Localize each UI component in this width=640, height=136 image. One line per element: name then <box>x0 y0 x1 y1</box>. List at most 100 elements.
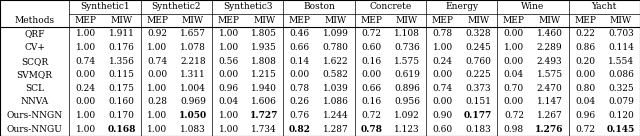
Text: 2.218: 2.218 <box>180 57 205 66</box>
Text: 0.14: 0.14 <box>290 57 310 66</box>
Text: 0.780: 0.780 <box>323 43 348 52</box>
Text: 0.956: 0.956 <box>394 98 420 106</box>
Text: 0.74: 0.74 <box>76 57 96 66</box>
Text: CV+: CV+ <box>24 43 45 52</box>
Text: 1.00: 1.00 <box>218 43 239 52</box>
Text: 0.760: 0.760 <box>465 57 491 66</box>
Text: 0.26: 0.26 <box>290 98 310 106</box>
Text: 1.039: 1.039 <box>323 84 348 93</box>
Text: 0.16: 0.16 <box>361 57 381 66</box>
Text: 1.147: 1.147 <box>537 98 563 106</box>
Text: 0.00: 0.00 <box>147 70 167 79</box>
Text: 0.74: 0.74 <box>147 57 167 66</box>
Text: Synthetic3: Synthetic3 <box>223 2 273 11</box>
Text: 0.66: 0.66 <box>290 43 310 52</box>
Text: 1.940: 1.940 <box>252 84 277 93</box>
Text: 0.78: 0.78 <box>290 84 310 93</box>
Text: 1.00: 1.00 <box>147 125 167 134</box>
Text: 0.086: 0.086 <box>608 70 634 79</box>
Text: 0.079: 0.079 <box>608 98 634 106</box>
Text: 0.56: 0.56 <box>218 57 239 66</box>
Text: 0.86: 0.86 <box>575 43 595 52</box>
Text: SCL: SCL <box>25 84 44 93</box>
Text: Synthetic2: Synthetic2 <box>152 2 201 11</box>
Text: 0.175: 0.175 <box>109 84 134 93</box>
Text: MIW: MIW <box>396 16 418 25</box>
Text: 0.72: 0.72 <box>504 111 524 120</box>
Text: 1.00: 1.00 <box>76 125 96 134</box>
Text: 1.092: 1.092 <box>394 111 420 120</box>
Text: 1.078: 1.078 <box>180 43 206 52</box>
Text: 1.004: 1.004 <box>180 84 206 93</box>
Text: 1.287: 1.287 <box>323 125 348 134</box>
Text: 0.00: 0.00 <box>76 70 96 79</box>
Text: 0.70: 0.70 <box>504 84 524 93</box>
Text: 0.145: 0.145 <box>607 125 635 134</box>
Text: 0.151: 0.151 <box>465 98 492 106</box>
Text: 0.225: 0.225 <box>465 70 491 79</box>
Text: MEP: MEP <box>218 16 239 25</box>
Text: 0.736: 0.736 <box>394 43 420 52</box>
Text: 1.808: 1.808 <box>252 57 277 66</box>
Text: 0.72: 0.72 <box>361 30 381 38</box>
Text: MIW: MIW <box>324 16 347 25</box>
Text: MEP: MEP <box>431 16 454 25</box>
Text: Ours-NNGN: Ours-NNGN <box>6 111 63 120</box>
Text: 0.82: 0.82 <box>289 125 311 134</box>
Text: 0.115: 0.115 <box>109 70 134 79</box>
Text: Concrete: Concrete <box>369 2 412 11</box>
Text: Yacht: Yacht <box>591 2 617 11</box>
Text: MEP: MEP <box>503 16 525 25</box>
Text: 0.00: 0.00 <box>76 98 96 106</box>
Text: 1.108: 1.108 <box>394 30 420 38</box>
Text: 0.170: 0.170 <box>109 111 134 120</box>
Text: 1.123: 1.123 <box>394 125 420 134</box>
Text: 1.805: 1.805 <box>251 30 277 38</box>
Text: 1.00: 1.00 <box>218 125 239 134</box>
Text: 0.969: 0.969 <box>180 98 206 106</box>
Text: Wine: Wine <box>522 2 545 11</box>
Text: 0.619: 0.619 <box>394 70 420 79</box>
Text: 0.20: 0.20 <box>575 57 595 66</box>
Text: NNVA: NNVA <box>20 98 49 106</box>
Text: 0.582: 0.582 <box>323 70 348 79</box>
Text: MEP: MEP <box>360 16 382 25</box>
Text: 1.050: 1.050 <box>179 111 207 120</box>
Text: 1.00: 1.00 <box>218 111 239 120</box>
Text: 0.325: 0.325 <box>608 84 634 93</box>
Text: MIW: MIW <box>182 16 204 25</box>
Text: 0.00: 0.00 <box>504 30 524 38</box>
Text: 1.727: 1.727 <box>250 111 278 120</box>
Text: 0.76: 0.76 <box>290 111 310 120</box>
Text: 1.554: 1.554 <box>608 57 634 66</box>
Text: 0.328: 0.328 <box>465 30 491 38</box>
Text: SCQR: SCQR <box>21 57 48 66</box>
Text: MIW: MIW <box>111 16 132 25</box>
Text: 2.289: 2.289 <box>537 43 563 52</box>
Text: 1.911: 1.911 <box>109 30 134 38</box>
Text: 2.470: 2.470 <box>537 84 563 93</box>
Text: 1.00: 1.00 <box>433 43 452 52</box>
Text: 1.00: 1.00 <box>147 84 167 93</box>
Text: 0.114: 0.114 <box>608 43 634 52</box>
Text: MEP: MEP <box>75 16 97 25</box>
Text: 1.935: 1.935 <box>252 43 277 52</box>
Text: 0.00: 0.00 <box>361 70 381 79</box>
Text: 0.66: 0.66 <box>361 84 381 93</box>
Text: 0.183: 0.183 <box>465 125 491 134</box>
Text: 0.78: 0.78 <box>360 125 382 134</box>
Text: MEP: MEP <box>574 16 596 25</box>
Text: 0.74: 0.74 <box>433 84 452 93</box>
Text: 0.16: 0.16 <box>361 98 381 106</box>
Text: 0.04: 0.04 <box>218 98 239 106</box>
Text: 0.00: 0.00 <box>504 57 524 66</box>
Text: 1.00: 1.00 <box>76 30 96 38</box>
Text: Boston: Boston <box>303 2 335 11</box>
Text: MEP: MEP <box>146 16 168 25</box>
Text: 0.04: 0.04 <box>504 70 524 79</box>
Text: Energy: Energy <box>445 2 478 11</box>
Text: 0.24: 0.24 <box>433 57 452 66</box>
Text: 1.622: 1.622 <box>323 57 348 66</box>
Text: 0.98: 0.98 <box>504 125 524 134</box>
Text: 0.896: 0.896 <box>394 84 420 93</box>
